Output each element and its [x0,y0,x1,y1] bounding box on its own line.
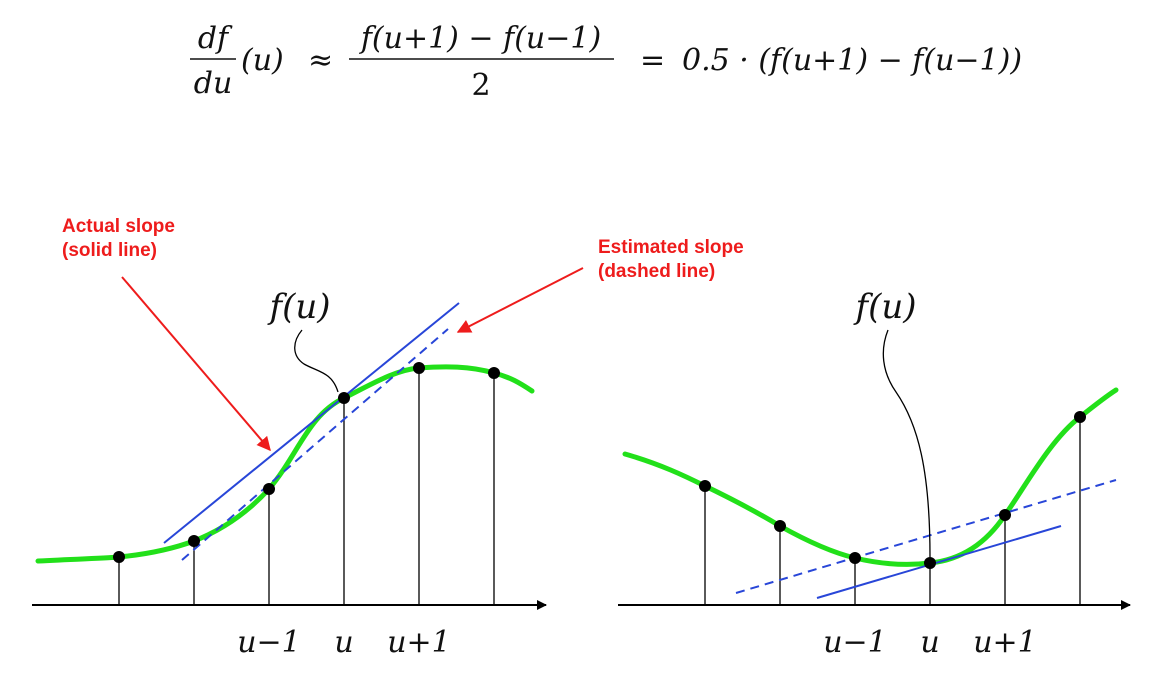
sample-point [1074,411,1086,423]
left-estimated-slope-line [181,328,449,561]
left-panel: f(u) u−1 u u+1 [32,287,547,660]
right-fu-leader [882,329,931,558]
right-panel: f(u) u−1 u u+1 [618,287,1131,660]
sample-point [999,509,1011,521]
left-fu-leader [294,329,339,393]
left-tick-u: u [334,625,353,660]
sample-point [188,535,200,547]
formula-argument-left: (u) [241,43,284,78]
estimated-slope-arrow [456,267,584,333]
left-tick-u-plus-1: u+1 [387,625,451,660]
formula-equals-sign: = [640,43,665,78]
left-function-curve [35,364,535,564]
right-sample-points [699,411,1086,569]
formula-denominator-left: du [194,66,233,101]
right-sample-stems [704,417,1081,605]
actual-slope-arrow [121,276,271,452]
sample-point [774,520,786,532]
actual-slope-label-line2: (solid line) [62,240,157,261]
sample-point [488,367,500,379]
estimated-slope-label-line2: (dashed line) [598,261,715,282]
right-function-curve [622,387,1119,567]
sample-point [849,552,861,564]
actual-slope-label-line1: Actual slope [62,216,175,237]
left-sample-points [113,362,500,563]
left-actual-slope-line [163,302,460,544]
right-fu-label: f(u) [852,287,916,327]
right-actual-slope-line [816,525,1062,599]
sample-point [338,392,350,404]
annotations: Actual slope (solid line) Estimated slop… [62,216,744,452]
left-fu-label: f(u) [266,287,330,327]
formula-numerator-left: df [198,21,233,56]
sample-point [413,362,425,374]
sample-point [924,557,936,569]
formula-rhs: 0.5 · (f(u+1) − f(u−1)) [682,43,1022,78]
left-sample-stems [118,368,495,605]
estimated-slope-label-line1: Estimated slope [598,237,744,258]
formula-approx-sign: ≈ [308,43,333,78]
left-tick-u-minus-1: u−1 [237,625,301,660]
sample-point [263,483,275,495]
central-difference-formula: df du (u) ≈ f(u+1) − f(u−1) 2 = 0.5 · (f… [190,21,1022,103]
right-tick-u-minus-1: u−1 [823,625,887,660]
formula-numerator-right: f(u+1) − f(u−1) [359,21,601,56]
sample-point [113,551,125,563]
formula-denominator-right: 2 [471,68,490,103]
right-tick-u-plus-1: u+1 [973,625,1037,660]
sample-point [699,480,711,492]
right-tick-u: u [920,625,939,660]
right-estimated-slope-line [735,479,1117,594]
